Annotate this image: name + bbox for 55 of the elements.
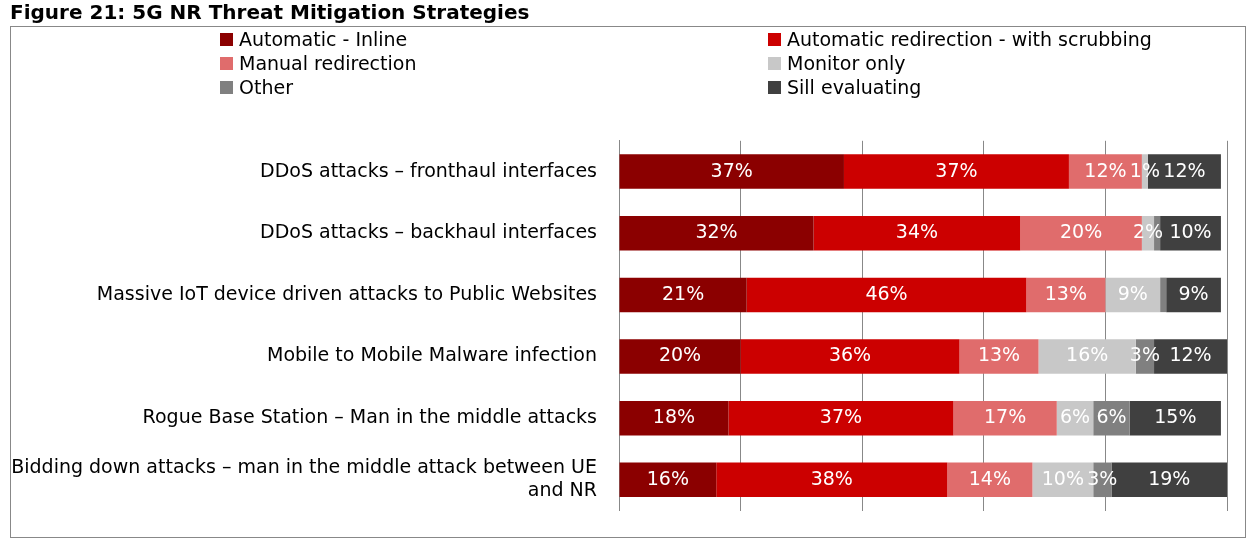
data-label: 19% — [1148, 466, 1191, 489]
data-label: 10% — [1169, 220, 1212, 243]
legend-label: Sill evaluating — [787, 76, 922, 98]
bar — [716, 462, 948, 498]
data-label: 12% — [1169, 343, 1212, 366]
data-label: 12% — [1163, 158, 1206, 181]
bar — [740, 339, 960, 374]
data-label: 9% — [1178, 281, 1209, 304]
data-label: 16% — [646, 466, 690, 489]
data-label: 1% — [1129, 158, 1160, 181]
y-tick-label: Mobile to Mobile Malware infection — [266, 343, 597, 366]
data-label: 37% — [710, 158, 753, 181]
data-label: 37% — [935, 158, 978, 181]
data-label: 18% — [652, 405, 696, 428]
data-label: 20% — [1059, 220, 1103, 243]
bar — [619, 339, 741, 374]
bar — [953, 400, 1057, 436]
data-label: 13% — [1044, 281, 1087, 304]
y-tick-label: DDoS attacks – fronthaul interfaces — [260, 158, 597, 181]
text: Figure 21: 5G NR Threat Mitigation Strategies — [10, 0, 530, 24]
data-label: 46% — [865, 281, 908, 304]
y-tick-label: Bidding down attacks – man in the middle attack between UE and NR — [11, 455, 597, 501]
data-label: 36% — [828, 343, 872, 366]
y-tick-label: Rogue Base Station – Man in the middle attacks — [142, 405, 597, 428]
bar — [619, 154, 844, 189]
data-label: 14% — [968, 466, 1011, 489]
data-label: 13% — [977, 343, 1021, 366]
data-label: 15% — [1154, 405, 1197, 428]
bar — [619, 400, 729, 436]
bar — [619, 277, 747, 313]
data-label: 32% — [695, 220, 738, 243]
bar — [813, 215, 1021, 251]
data-label: 34% — [895, 220, 939, 243]
bar — [728, 400, 954, 436]
bar — [843, 154, 1069, 189]
data-label: 21% — [661, 281, 705, 304]
data-label: 37% — [819, 405, 863, 428]
data-label: 17% — [983, 405, 1027, 428]
bar — [1160, 277, 1167, 313]
legend-label: Automatic - Inline — [239, 28, 408, 50]
bar — [619, 215, 814, 251]
legend-label: Manual redirection — [239, 52, 417, 74]
bar — [959, 339, 1039, 374]
data-label: 6% — [1096, 405, 1127, 428]
legend-label: Monitor only — [787, 52, 906, 74]
data-label: 38% — [810, 466, 853, 489]
bar — [1129, 400, 1221, 436]
y-tick-label: Massive IoT device driven attacks to Public Websites — [96, 281, 597, 304]
data-label: 20% — [658, 343, 702, 366]
y-tick-label: DDoS attacks – backhaul interfaces — [260, 220, 597, 243]
bar — [746, 277, 1027, 313]
data-label: 2% — [1132, 220, 1164, 243]
legend-label: Automatic redirection - with scrubbing — [787, 28, 1152, 50]
data-label: 12% — [1084, 158, 1127, 181]
legend-label: Other — [239, 76, 293, 98]
